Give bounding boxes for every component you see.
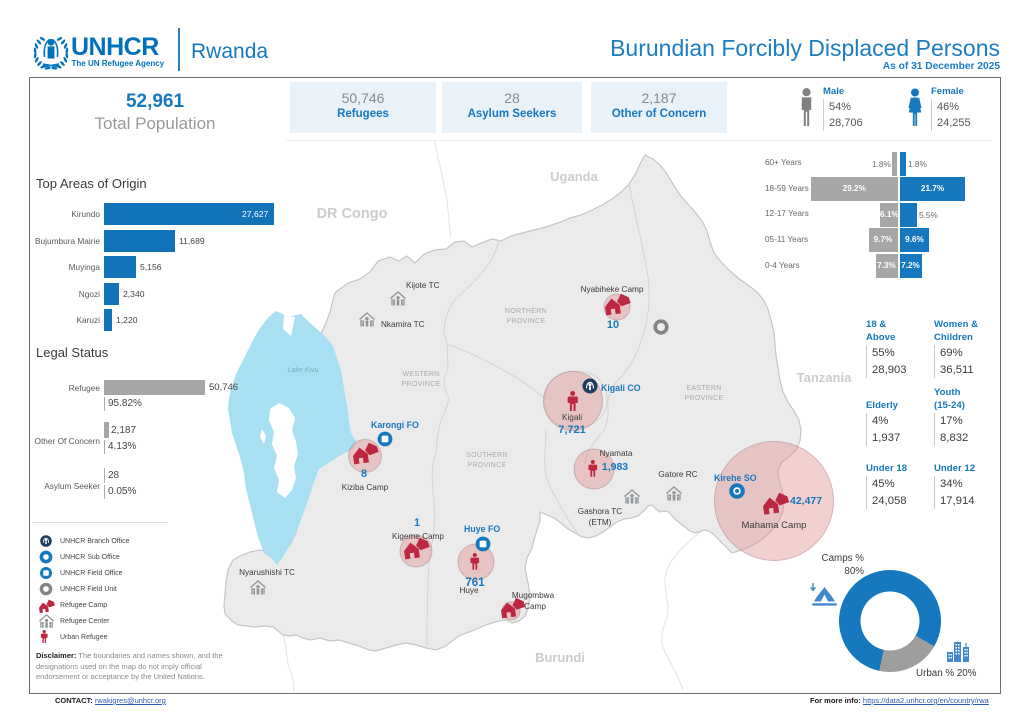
svg-text:Uganda: Uganda	[550, 169, 598, 184]
svg-text:PROVINCE: PROVINCE	[507, 318, 546, 325]
svg-text:Kiziba Camp: Kiziba Camp	[342, 483, 389, 492]
svg-text:Kigali: Kigali	[562, 413, 582, 422]
svg-text:UNHCR: UNHCR	[71, 33, 159, 61]
svg-text:Huye: Huye	[459, 586, 479, 595]
svg-text:DR Congo: DR Congo	[317, 206, 388, 222]
svg-text:Kigali CO: Kigali CO	[601, 383, 641, 393]
svg-text:Karongi FO: Karongi FO	[371, 420, 419, 430]
svg-text:The UN Refugee Agency: The UN Refugee Agency	[72, 59, 165, 68]
svg-text:PROVINCE: PROVINCE	[402, 381, 441, 388]
svg-text:Mahama Camp: Mahama Camp	[742, 520, 807, 531]
svg-text:10: 10	[607, 319, 619, 331]
svg-text:8: 8	[361, 468, 367, 480]
svg-text:761: 761	[465, 577, 485, 589]
svg-text:Lake Kivu: Lake Kivu	[288, 367, 319, 374]
svg-text:Burundi: Burundi	[535, 650, 585, 665]
svg-text:WESTERN: WESTERN	[402, 371, 439, 378]
svg-text:7,721: 7,721	[558, 424, 586, 436]
svg-text:Camp: Camp	[524, 602, 546, 611]
svg-text:Huye FO: Huye FO	[464, 524, 500, 534]
svg-text:Kirehe SO: Kirehe SO	[714, 473, 757, 483]
svg-text:Gatore RC: Gatore RC	[658, 470, 697, 479]
svg-text:SOUTHERN: SOUTHERN	[466, 452, 508, 459]
svg-text:42,477: 42,477	[790, 495, 822, 507]
svg-text:PROVINCE: PROVINCE	[468, 462, 507, 469]
svg-text:NORTHERN: NORTHERN	[505, 308, 547, 315]
svg-text:Tanzania: Tanzania	[797, 370, 852, 385]
svg-text:PROVINCE: PROVINCE	[685, 395, 724, 402]
svg-text:Kijote TC: Kijote TC	[406, 281, 440, 290]
svg-text:Nyamata: Nyamata	[600, 449, 633, 458]
svg-text:Nyarushishi TC: Nyarushishi TC	[239, 568, 295, 577]
svg-text:Nyabiheke Camp: Nyabiheke Camp	[581, 285, 644, 294]
svg-text:1,983: 1,983	[602, 461, 628, 473]
svg-text:1: 1	[414, 517, 420, 529]
svg-text:Gashora TC: Gashora TC	[578, 507, 623, 516]
svg-text:(ETM): (ETM)	[589, 518, 612, 527]
svg-text:Kigeme Camp: Kigeme Camp	[392, 532, 444, 541]
svg-text:Mugombwa: Mugombwa	[512, 591, 555, 600]
svg-text:Nkamira TC: Nkamira TC	[381, 320, 425, 329]
svg-text:EASTERN: EASTERN	[686, 385, 721, 392]
